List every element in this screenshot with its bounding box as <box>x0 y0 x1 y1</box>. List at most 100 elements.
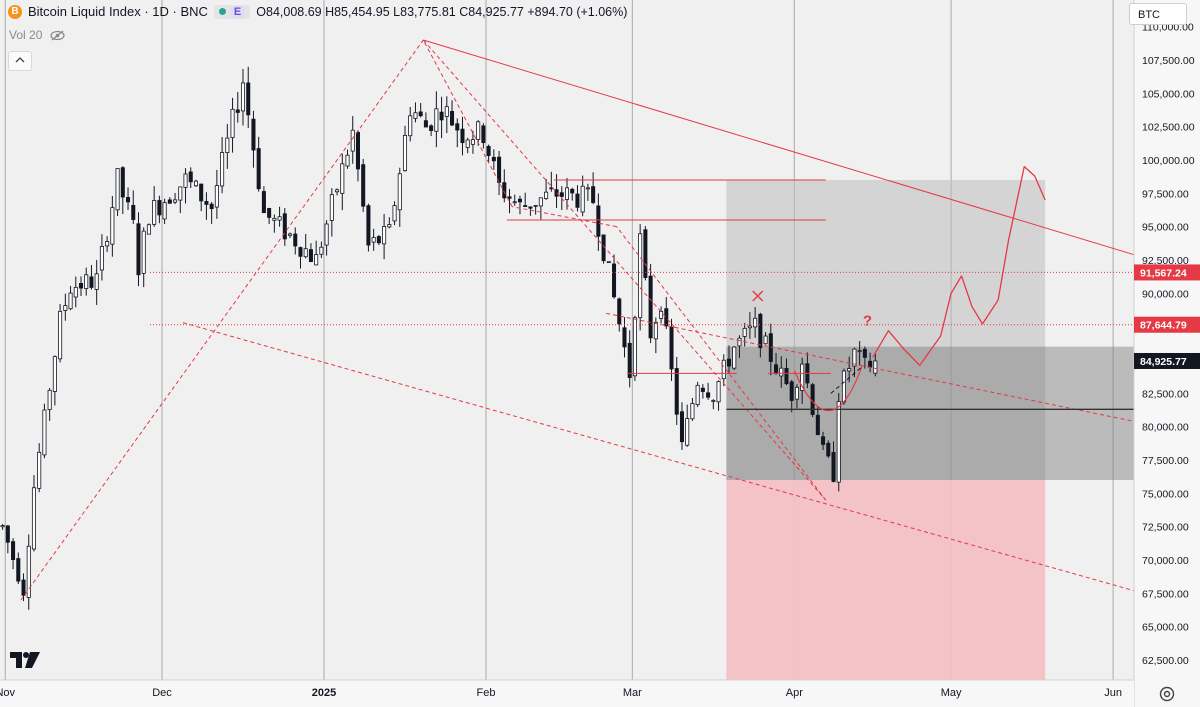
candle-body[interactable] <box>251 118 256 151</box>
candle-body[interactable] <box>690 403 695 420</box>
gear-icon[interactable] <box>1158 685 1176 703</box>
candle-body[interactable] <box>679 411 684 443</box>
candle-body[interactable] <box>366 205 371 246</box>
candle-body[interactable] <box>58 310 63 360</box>
candle-body[interactable] <box>193 180 198 187</box>
candle-body[interactable] <box>726 358 732 367</box>
candle-body[interactable] <box>11 541 16 561</box>
candle-body[interactable] <box>591 186 596 203</box>
candle-body[interactable] <box>685 418 690 446</box>
candle-body[interactable] <box>596 205 601 237</box>
candle-body[interactable] <box>78 283 84 289</box>
candle-body[interactable] <box>648 275 653 339</box>
candle-body[interactable] <box>99 246 104 271</box>
candle-body[interactable] <box>261 191 266 214</box>
candle-body[interactable] <box>246 82 251 116</box>
candle-body[interactable] <box>167 199 172 204</box>
candle-body[interactable] <box>152 200 157 225</box>
candle-body[interactable] <box>303 248 308 258</box>
candle-body[interactable] <box>570 188 575 194</box>
candle-body[interactable] <box>674 368 679 415</box>
candle-body[interactable] <box>146 224 151 235</box>
candle-body[interactable] <box>21 579 26 596</box>
zigzag-line[interactable] <box>616 226 827 501</box>
candle-body[interactable] <box>319 246 324 255</box>
candle-body[interactable] <box>26 545 31 598</box>
symbol-selector[interactable]: BTC <box>1129 3 1187 25</box>
candle-body[interactable] <box>497 156 502 183</box>
candle-body[interactable] <box>491 156 496 162</box>
candle-body[interactable] <box>350 129 355 152</box>
eye-hidden-icon[interactable] <box>50 30 65 41</box>
channel-lower-line[interactable] <box>182 322 1135 592</box>
candle-body[interactable] <box>5 525 10 543</box>
candle-body[interactable] <box>220 152 225 187</box>
candle-body[interactable] <box>507 196 512 199</box>
candle-body[interactable] <box>225 137 230 153</box>
candle-body[interactable] <box>862 348 867 358</box>
candle-body[interactable] <box>486 145 491 156</box>
candle-body[interactable] <box>183 173 188 188</box>
candle-body[interactable] <box>387 224 392 228</box>
candle-body[interactable] <box>512 201 517 204</box>
candle-body[interactable] <box>444 106 449 117</box>
candle-body[interactable] <box>664 308 669 327</box>
candle-body[interactable] <box>580 185 585 213</box>
candle-body[interactable] <box>622 327 627 348</box>
cross-mark-icon[interactable] <box>752 290 764 302</box>
zigzag-line[interactable] <box>422 39 513 207</box>
candle-body[interactable] <box>711 400 716 402</box>
candle-body[interactable] <box>199 183 204 202</box>
candle-body[interactable] <box>267 208 272 218</box>
candle-body[interactable] <box>857 350 862 353</box>
candle-body[interactable] <box>141 230 146 274</box>
market-status-pill[interactable]: E <box>213 4 251 19</box>
candle-body[interactable] <box>523 205 528 207</box>
candle-body[interactable] <box>288 233 293 236</box>
candle-body[interactable] <box>94 273 99 290</box>
candle-body[interactable] <box>89 276 94 288</box>
candle-body[interactable] <box>706 392 711 398</box>
candle-body[interactable] <box>528 206 533 209</box>
candle-body[interactable] <box>517 198 522 203</box>
candle-body[interactable] <box>841 370 846 403</box>
candle-body[interactable] <box>277 216 282 221</box>
candle-body[interactable] <box>779 367 784 377</box>
candle-body[interactable] <box>669 326 674 370</box>
candle-body[interactable] <box>173 199 178 203</box>
candle-body[interactable] <box>559 192 564 197</box>
candle-body[interactable] <box>821 436 826 445</box>
candle-body[interactable] <box>470 139 475 145</box>
candle-body[interactable] <box>392 205 397 222</box>
candle-body[interactable] <box>716 381 721 403</box>
candle-body[interactable] <box>16 558 21 582</box>
candle-body[interactable] <box>298 247 303 257</box>
collapse-legend-button[interactable] <box>8 51 32 71</box>
candle-body[interactable] <box>214 185 219 208</box>
candle-body[interactable] <box>575 193 580 208</box>
entry-range-box[interactable] <box>726 346 1134 480</box>
candle-body[interactable] <box>502 182 507 199</box>
candle-body[interactable] <box>460 128 465 144</box>
stop-zone-red[interactable] <box>726 480 1046 680</box>
candle-body[interactable] <box>418 111 423 117</box>
candle-body[interactable] <box>836 401 841 483</box>
candle-body[interactable] <box>293 233 298 247</box>
candle-body[interactable] <box>329 194 334 221</box>
candle-body[interactable] <box>413 112 418 119</box>
candle-body[interactable] <box>617 298 622 325</box>
candle-body[interactable] <box>585 187 590 190</box>
candle-body[interactable] <box>774 364 779 374</box>
candle-body[interactable] <box>408 115 413 137</box>
candle-body[interactable] <box>63 305 68 311</box>
candle-body[interactable] <box>742 328 747 337</box>
candle-body[interactable] <box>852 348 857 367</box>
candle-body[interactable] <box>700 387 705 392</box>
candle-body[interactable] <box>235 109 240 113</box>
candle-body[interactable] <box>481 125 486 144</box>
candle-body[interactable] <box>371 237 376 243</box>
candle-body[interactable] <box>73 286 78 298</box>
candle-body[interactable] <box>209 203 214 210</box>
channel-upper-line[interactable] <box>423 39 1135 256</box>
